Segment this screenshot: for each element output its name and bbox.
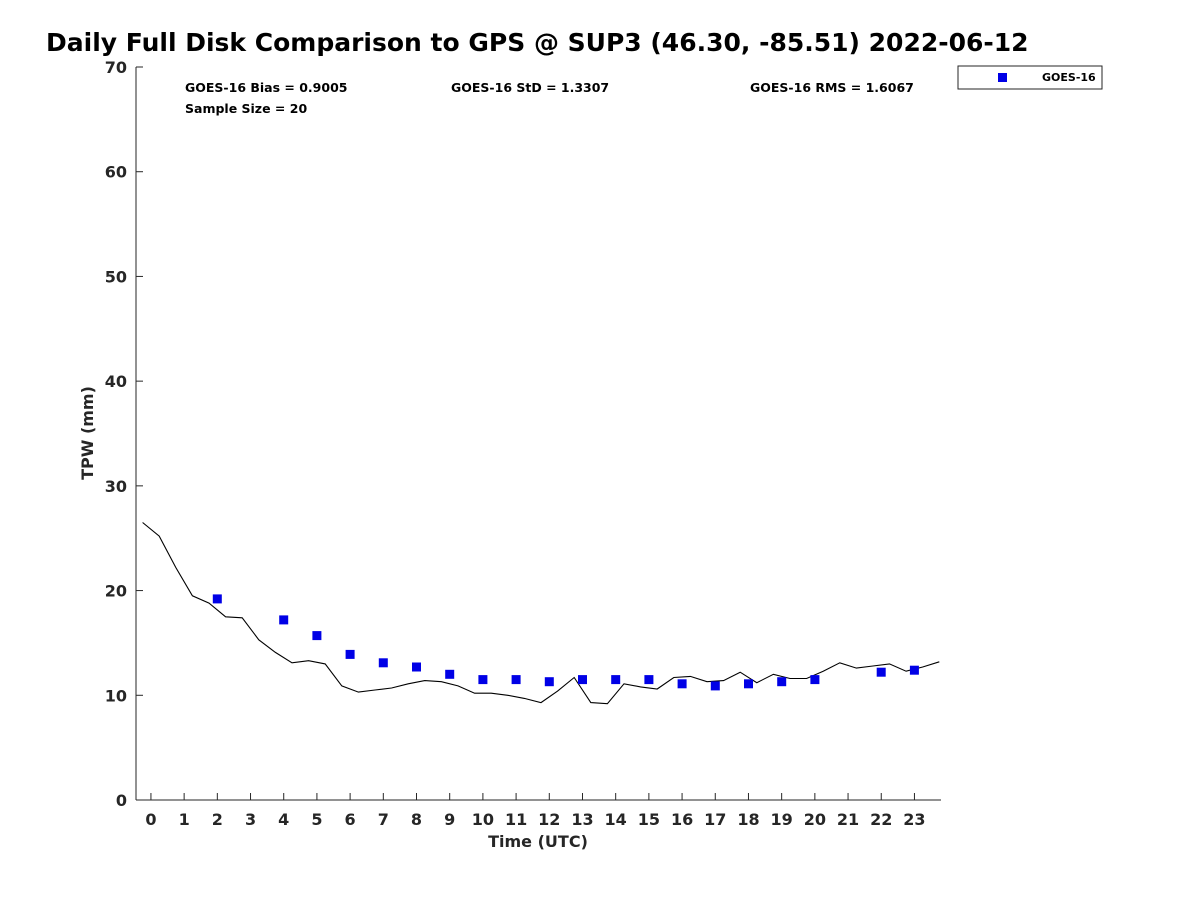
x-tick-label: 14 [605, 810, 627, 829]
x-tick-label: 18 [737, 810, 759, 829]
goes16-point [378, 658, 388, 668]
x-tick-label: 7 [378, 810, 389, 829]
goes16-point [544, 677, 554, 687]
goes16-point [611, 675, 621, 685]
stat-rms: GOES-16 RMS = 1.6067 [750, 80, 914, 95]
x-tick-label: 15 [638, 810, 660, 829]
y-tick-label: 70 [105, 58, 127, 77]
goes16-point [810, 675, 820, 685]
y-tick-label: 60 [105, 163, 127, 182]
x-tick-label: 0 [145, 810, 156, 829]
x-axis-title: Time (UTC) [488, 832, 588, 851]
y-tick-label: 10 [105, 686, 127, 705]
y-tick-label: 20 [105, 582, 127, 601]
goes16-point [644, 675, 654, 685]
legend-box [957, 65, 1103, 90]
stat-std: GOES-16 StD = 1.3307 [451, 80, 609, 95]
gps-tpw-line [142, 522, 940, 705]
stat-bias: GOES-16 Bias = 0.9005 [185, 80, 347, 95]
x-tick-label: 5 [311, 810, 322, 829]
x-tick-label: 20 [804, 810, 826, 829]
y-tick-label: 0 [116, 791, 127, 810]
goes16-point [677, 679, 687, 689]
y-tick-label: 40 [105, 372, 127, 391]
legend-label-goes16: GOES-16 [1042, 71, 1096, 84]
x-tick-label: 10 [472, 810, 494, 829]
x-tick-label: 22 [870, 810, 892, 829]
goes16-point [744, 679, 753, 689]
y-tick-label: 30 [105, 477, 127, 496]
x-tick-label: 23 [903, 810, 925, 829]
legend-marker-goes16 [998, 73, 1007, 82]
goes16-point [777, 677, 787, 687]
goes16-point [478, 675, 488, 685]
x-tick-label: 8 [411, 810, 422, 829]
goes16-point [909, 665, 919, 675]
x-tick-label: 1 [179, 810, 190, 829]
y-tick-label: 50 [105, 267, 127, 286]
chart-title: Daily Full Disk Comparison to GPS @ SUP3… [46, 28, 1029, 57]
legend: GOES-16 [957, 65, 1103, 90]
goes16-point [279, 615, 289, 625]
goes16-point [578, 675, 587, 685]
x-tick-label: 16 [671, 810, 693, 829]
x-tick-label: 12 [538, 810, 560, 829]
x-tick-label: 19 [771, 810, 793, 829]
x-tick-label: 6 [345, 810, 356, 829]
x-tick-label: 11 [505, 810, 527, 829]
x-tick-label: 4 [278, 810, 289, 829]
x-tick-label: 3 [245, 810, 256, 829]
goes16-point [445, 669, 455, 679]
stat-sample-size: Sample Size = 20 [185, 101, 307, 116]
goes16-point [345, 649, 355, 659]
x-tick-label: 21 [837, 810, 859, 829]
x-tick-label: 9 [444, 810, 455, 829]
goes16-point [511, 675, 521, 685]
goes16-point [212, 594, 222, 604]
x-tick-label: 17 [704, 810, 726, 829]
goes16-point [876, 667, 886, 677]
goes16-point [312, 631, 322, 641]
y-axis-title: TPW (mm) [78, 386, 97, 480]
goes16-point [710, 681, 720, 691]
x-tick-label: 13 [571, 810, 593, 829]
x-tick-label: 2 [212, 810, 223, 829]
goes16-point [412, 662, 421, 672]
